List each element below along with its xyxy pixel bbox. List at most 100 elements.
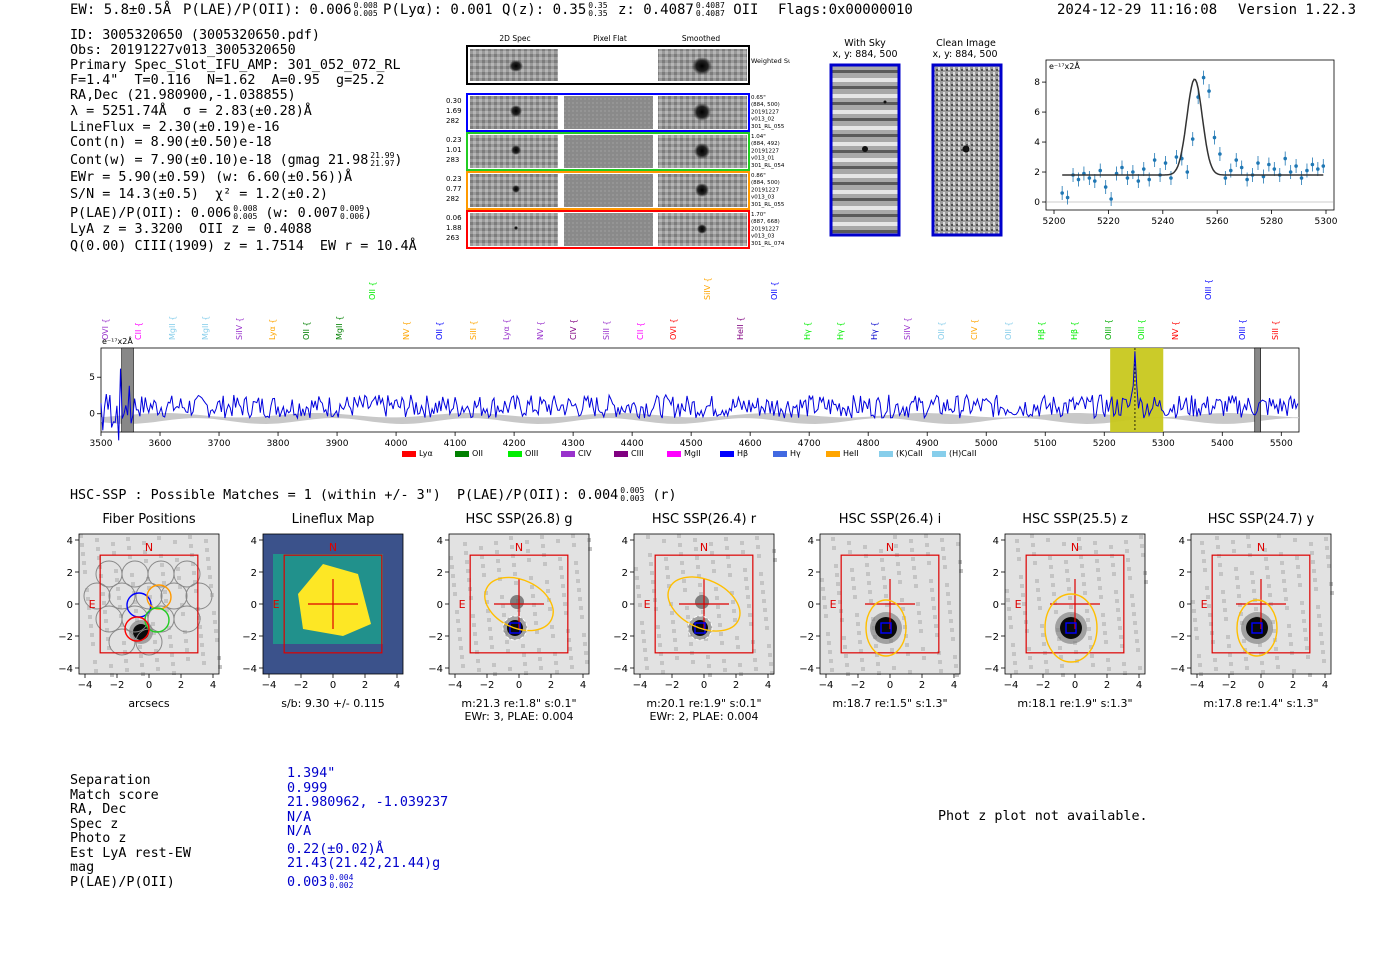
cutout-title: HSC SSP(26.8) g <box>465 512 573 527</box>
cutout-noise-pixel <box>1029 665 1033 669</box>
fiber-row-value: 0.77 <box>446 185 462 193</box>
cutout-noise-pixel <box>540 535 544 539</box>
secondary-aperture <box>502 615 528 641</box>
header-plya: P(Lyα): 0.001 <box>383 2 493 18</box>
cutout-noise-pixel <box>924 534 928 538</box>
cutout-noise-pixel <box>727 564 731 568</box>
cutout-noise-pixel <box>511 554 515 558</box>
spectral-line-label: OII { <box>435 321 444 340</box>
cutout-noise-pixel <box>1023 611 1027 615</box>
cutout-noise-pixel <box>543 562 547 566</box>
cutout-noise-pixel <box>458 637 462 641</box>
cutout-noise-pixel <box>139 654 143 658</box>
cutout-noise-pixel <box>562 593 566 597</box>
header-flags: Flags:0x00000010 <box>778 2 913 18</box>
cutout-noise-pixel <box>197 616 201 620</box>
fit-data-point <box>1310 162 1315 167</box>
cutout-noise-pixel <box>704 637 708 641</box>
spectral-line-label: MgII { <box>168 315 177 340</box>
cutout-noise-pixel <box>529 576 533 580</box>
cutout-noise-pixel <box>1066 578 1070 582</box>
masked-region <box>1254 347 1261 433</box>
cutout-noise-pixel <box>172 671 176 675</box>
cutout-x-tick-label: 4 <box>765 680 771 690</box>
cutout-noise-pixel <box>115 578 119 582</box>
legend-swatch <box>508 450 522 457</box>
cutout-noise-pixel <box>1308 673 1312 677</box>
cutout-noise-pixel <box>218 665 222 669</box>
cutout-noise-pixel <box>1107 667 1111 671</box>
fit-y-tick-label: 2 <box>1034 168 1040 178</box>
cutout-noise-pixel <box>91 642 95 646</box>
north-label: N <box>145 541 153 554</box>
cutout-noise-pixel <box>1238 603 1242 607</box>
cutout-noise-pixel <box>1206 595 1210 599</box>
spectrum-y-tick-label: 0 <box>89 410 95 420</box>
cutout-noise-pixel <box>850 568 854 572</box>
aperture-ellipse <box>1236 599 1278 657</box>
cutout-noise-pixel <box>510 545 514 549</box>
fit-data-point <box>1136 179 1141 183</box>
cutout-noise-pixel <box>485 600 489 604</box>
fiber-row-meta: 20191227 <box>751 148 779 154</box>
cutout-noise-pixel <box>938 660 942 664</box>
aperture-box <box>469 554 569 654</box>
cutout-noise-pixel <box>1114 590 1118 594</box>
match-label: RA, Dec <box>70 802 127 817</box>
aperture-ellipse <box>865 599 907 657</box>
spectrum-x-tick-label: 4500 <box>680 439 703 449</box>
cutout-noise-pixel <box>652 589 656 593</box>
match-label: Est LyA rest-EW <box>70 846 191 861</box>
spectral-line-label: SiIV { <box>703 277 712 300</box>
cutout-noise-pixel <box>1282 579 1286 583</box>
spectrum-x-tick-label: 5300 <box>1152 439 1175 449</box>
cutout-noise-pixel <box>461 664 465 668</box>
cutout-noise-pixel <box>1222 599 1226 603</box>
cutout-noise-pixel <box>198 625 202 629</box>
cutout-noise-pixel <box>932 606 936 610</box>
cutout-noise-pixel <box>583 642 587 646</box>
fiber-row-value: 263 <box>446 234 459 242</box>
cutout-noise-pixel <box>1197 654 1201 658</box>
cutout-noise-pixel <box>1191 600 1195 604</box>
cutout-noise-pixel <box>768 653 772 657</box>
cutout-noise-pixel <box>561 584 565 588</box>
cutout-noise-pixel <box>505 640 509 644</box>
cutout-y-tick-label: −4 <box>799 664 814 675</box>
cutout-noise-pixel <box>711 560 715 564</box>
cutout-noise-pixel <box>694 547 698 551</box>
cutout-noise-pixel <box>551 634 555 638</box>
cutout-noise-pixel <box>95 538 99 542</box>
fit-data-point <box>1321 164 1326 168</box>
cutout-noise-pixel <box>911 557 915 561</box>
fiber-pixel-flat <box>564 96 653 129</box>
cutout-noise-pixel <box>189 544 193 548</box>
fit-data-point <box>1060 191 1064 195</box>
match-plae-range: 0.004 0.002 <box>329 873 354 890</box>
cutout-noise-pixel <box>642 639 646 643</box>
cutout-noise-pixel <box>955 673 959 677</box>
cutout-title: HSC SSP(26.4) r <box>651 512 757 527</box>
cutout-x-tick-label: 0 <box>146 680 152 690</box>
cutout-noise-pixel <box>1227 644 1231 648</box>
fiber-source-blob <box>512 185 520 193</box>
fit-data-point <box>1218 152 1222 156</box>
cutout-noise-pixel <box>1097 577 1101 581</box>
cutout-noise-pixel <box>175 558 179 562</box>
legend-label: Lyα <box>419 449 433 458</box>
cutout-noise-pixel <box>1132 612 1136 616</box>
cutout-noise-pixel <box>855 613 859 617</box>
cutout-noise-pixel <box>588 547 592 551</box>
cutout-noise-pixel <box>79 534 83 538</box>
cutout-noise-pixel <box>157 536 161 540</box>
fiber-row-meta: (884, 500) <box>751 180 780 186</box>
cutout-noise-pixel <box>534 621 538 625</box>
cutout-noise-pixel <box>1089 645 1093 649</box>
cutout-noise-pixel <box>725 546 729 550</box>
cutout-noise-pixel <box>1232 549 1236 553</box>
cutout-noise-pixel <box>1050 574 1054 578</box>
cutout-noise-pixel <box>104 619 108 623</box>
north-label: N <box>886 541 894 554</box>
cutout-noise-pixel <box>1293 538 1297 542</box>
legend-label: HeII <box>843 449 859 458</box>
